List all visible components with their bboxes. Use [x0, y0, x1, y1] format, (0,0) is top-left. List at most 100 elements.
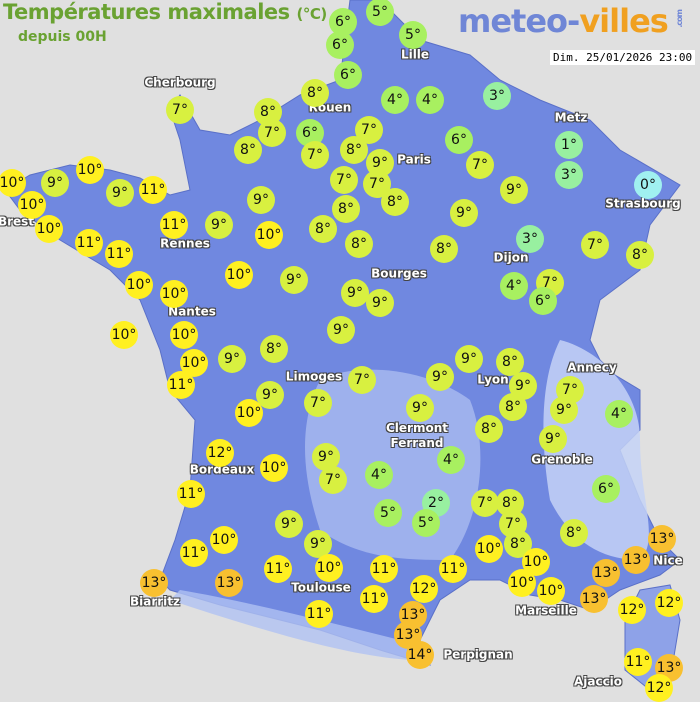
temperature-marker[interactable]: 4° — [437, 446, 465, 474]
temperature-marker[interactable]: 11° — [624, 648, 652, 676]
temperature-marker[interactable]: 7° — [330, 166, 358, 194]
temperature-marker[interactable]: 6° — [326, 31, 354, 59]
temperature-marker[interactable]: 11° — [75, 229, 103, 257]
temperature-marker[interactable]: 3° — [555, 161, 583, 189]
temperature-marker[interactable]: 13° — [215, 569, 243, 597]
temperature-marker[interactable]: 9° — [500, 176, 528, 204]
temperature-marker[interactable]: 7° — [355, 116, 383, 144]
temperature-marker[interactable]: 10° — [508, 569, 536, 597]
temperature-marker[interactable]: 9° — [366, 289, 394, 317]
temperature-marker[interactable]: 9° — [205, 211, 233, 239]
temperature-marker[interactable]: 10° — [0, 169, 26, 197]
temperature-marker[interactable]: 8° — [560, 519, 588, 547]
temperature-marker[interactable]: 10° — [110, 321, 138, 349]
temperature-marker[interactable]: 11° — [177, 480, 205, 508]
temperature-marker[interactable]: 8° — [340, 136, 368, 164]
temperature-marker[interactable]: 9° — [509, 372, 537, 400]
temperature-marker[interactable]: 7° — [466, 151, 494, 179]
temperature-marker[interactable]: 7° — [471, 489, 499, 517]
temperature-marker[interactable]: 13° — [622, 546, 650, 574]
temperature-marker[interactable]: 13° — [580, 585, 608, 613]
temperature-marker[interactable]: 11° — [305, 600, 333, 628]
temperature-marker[interactable]: 12° — [655, 589, 683, 617]
temperature-marker[interactable]: 9° — [106, 179, 134, 207]
temperature-marker[interactable]: 9° — [450, 199, 478, 227]
temperature-marker[interactable]: 1° — [555, 131, 583, 159]
temperature-marker[interactable]: 10° — [260, 454, 288, 482]
temperature-marker[interactable]: 12° — [645, 674, 673, 702]
temperature-marker[interactable]: 9° — [247, 186, 275, 214]
temperature-marker[interactable]: 10° — [125, 271, 153, 299]
temperature-marker[interactable]: 3° — [483, 82, 511, 110]
temperature-marker[interactable]: 10° — [537, 577, 565, 605]
temperature-marker[interactable]: 5° — [399, 21, 427, 49]
temperature-marker[interactable]: 10° — [18, 191, 46, 219]
temperature-marker[interactable]: 13° — [592, 559, 620, 587]
temperature-marker[interactable]: 10° — [255, 221, 283, 249]
temperature-marker[interactable]: 12° — [410, 575, 438, 603]
temperature-marker[interactable]: 9° — [304, 530, 332, 558]
temperature-marker[interactable]: 10° — [160, 280, 188, 308]
temperature-marker[interactable]: 11° — [180, 539, 208, 567]
temperature-marker[interactable]: 4° — [605, 400, 633, 428]
temperature-marker[interactable]: 7° — [319, 466, 347, 494]
temperature-marker[interactable]: 6° — [592, 475, 620, 503]
temperature-marker[interactable]: 9° — [455, 345, 483, 373]
temperature-marker[interactable]: 9° — [41, 169, 69, 197]
temperature-marker[interactable]: 11° — [167, 371, 195, 399]
temperature-marker[interactable]: 10° — [210, 526, 238, 554]
temperature-marker[interactable]: 9° — [327, 316, 355, 344]
temperature-marker[interactable]: 13° — [648, 525, 676, 553]
temperature-marker[interactable]: 4° — [416, 86, 444, 114]
temperature-marker[interactable]: 14° — [406, 641, 434, 669]
temperature-marker[interactable]: 8° — [496, 348, 524, 376]
temperature-marker[interactable]: 5° — [366, 0, 394, 26]
temperature-marker[interactable]: 10° — [475, 535, 503, 563]
temperature-marker[interactable]: 10° — [35, 215, 63, 243]
temperature-marker[interactable]: 10° — [315, 554, 343, 582]
temperature-marker[interactable]: 9° — [275, 510, 303, 538]
temperature-marker[interactable]: 4° — [500, 272, 528, 300]
temperature-marker[interactable]: 8° — [301, 79, 329, 107]
temperature-marker[interactable]: 9° — [406, 394, 434, 422]
temperature-marker[interactable]: 8° — [234, 136, 262, 164]
temperature-marker[interactable]: 8° — [430, 235, 458, 263]
temperature-marker[interactable]: 8° — [345, 230, 373, 258]
temperature-marker[interactable]: 3° — [516, 225, 544, 253]
temperature-marker[interactable]: 11° — [370, 555, 398, 583]
temperature-marker[interactable]: 12° — [206, 439, 234, 467]
temperature-marker[interactable]: 8° — [309, 215, 337, 243]
temperature-marker[interactable]: 6° — [529, 287, 557, 315]
temperature-marker[interactable]: 9° — [341, 279, 369, 307]
temperature-marker[interactable]: 8° — [499, 393, 527, 421]
temperature-marker[interactable]: 11° — [160, 211, 188, 239]
temperature-marker[interactable]: 13° — [394, 621, 422, 649]
temperature-marker[interactable]: 11° — [264, 555, 292, 583]
temperature-marker[interactable]: 6° — [334, 61, 362, 89]
temperature-marker[interactable]: 8° — [381, 188, 409, 216]
temperature-marker[interactable]: 10° — [225, 261, 253, 289]
temperature-marker[interactable]: 10° — [76, 156, 104, 184]
temperature-marker[interactable]: 0° — [634, 171, 662, 199]
temperature-marker[interactable]: 9° — [218, 345, 246, 373]
temperature-marker[interactable]: 8° — [626, 241, 654, 269]
temperature-marker[interactable]: 6° — [445, 126, 473, 154]
temperature-marker[interactable]: 12° — [618, 596, 646, 624]
temperature-marker[interactable]: 11° — [439, 555, 467, 583]
temperature-marker[interactable]: 9° — [280, 266, 308, 294]
temperature-marker[interactable]: 5° — [374, 499, 402, 527]
temperature-marker[interactable]: 8° — [475, 415, 503, 443]
temperature-marker[interactable]: 4° — [365, 461, 393, 489]
temperature-marker[interactable]: 8° — [332, 195, 360, 223]
temperature-marker[interactable]: 4° — [381, 86, 409, 114]
temperature-marker[interactable]: 7° — [301, 141, 329, 169]
temperature-marker[interactable]: 8° — [260, 335, 288, 363]
temperature-marker[interactable]: 10° — [170, 321, 198, 349]
temperature-marker[interactable]: 7° — [304, 389, 332, 417]
temperature-marker[interactable]: 10° — [235, 399, 263, 427]
temperature-marker[interactable]: 7° — [581, 231, 609, 259]
temperature-marker[interactable]: 11° — [139, 176, 167, 204]
temperature-marker[interactable]: 9° — [426, 363, 454, 391]
temperature-marker[interactable]: 7° — [166, 96, 194, 124]
temperature-marker[interactable]: 7° — [348, 366, 376, 394]
